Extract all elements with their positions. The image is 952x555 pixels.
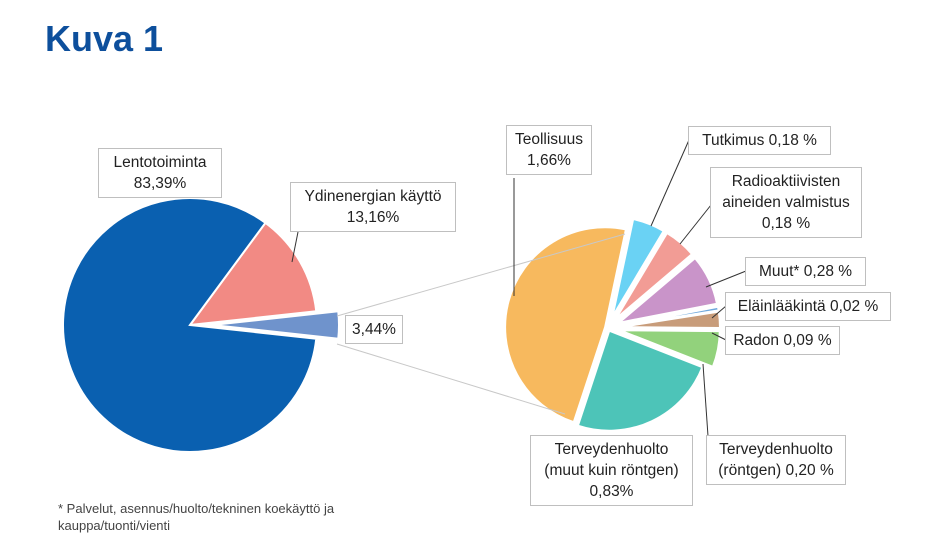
pie-slice: [504, 226, 628, 424]
pie-slice: [187, 221, 318, 327]
data-label: Radioaktiivisten aineiden valmistus 0,18…: [710, 167, 862, 238]
label-value: 0,02 %: [829, 298, 879, 315]
leader-line: [679, 204, 712, 245]
leader-line: [291, 231, 299, 263]
pie-slice: [619, 329, 721, 369]
label-category: Terveydenhuolto (muut kuin röntgen): [544, 441, 679, 479]
label-category: Lentotoiminta: [113, 154, 207, 171]
leader-lines: [291, 139, 747, 437]
pie-slice: [611, 217, 666, 318]
connector-line: [336, 233, 626, 317]
leader-line: [702, 363, 709, 437]
pie-slice: [211, 310, 340, 340]
pie-slice: [619, 305, 720, 327]
data-label: Ydinenergian käyttö 13,16%: [290, 182, 456, 232]
label-value: 1,66%: [527, 152, 571, 169]
data-label: Terveydenhuolto (röntgen) 0,20 %: [706, 435, 846, 485]
label-value: 0,20 %: [785, 462, 834, 479]
pie-slice: [62, 197, 318, 453]
data-label: Eläinlääkintä 0,02 %: [725, 292, 891, 321]
leader-line: [711, 332, 727, 341]
label-value: 3,44%: [352, 321, 396, 338]
label-value: 0,18 %: [761, 215, 811, 232]
leader-line: [711, 305, 727, 319]
label-value: 0,83%: [589, 483, 634, 500]
data-label: 3,44%: [345, 315, 403, 344]
label-category: Radon: [733, 332, 780, 349]
label-value: 0,18 %: [768, 132, 817, 149]
leader-line: [650, 139, 690, 227]
data-label: Terveydenhuolto (muut kuin röntgen) 0,83…: [530, 435, 693, 506]
data-label: Radon 0,09 %: [725, 326, 840, 355]
label-category: Eläinlääkintä: [737, 298, 826, 315]
data-label: Teollisuus 1,66%: [506, 125, 592, 175]
data-label: Muut* 0,28 %: [745, 257, 866, 286]
label-value: 0,28 %: [803, 263, 853, 280]
label-value: 0,09 %: [783, 332, 832, 349]
label-value: 83,39%: [133, 175, 187, 192]
connectors: [336, 233, 626, 415]
label-category: Teollisuus: [514, 131, 584, 148]
pie-slice: [576, 329, 704, 432]
label-category: Muut*: [758, 263, 800, 280]
footnote: * Palvelut, asennus/huolto/tekninen koek…: [58, 501, 335, 533]
connector-line: [336, 343, 566, 415]
leader-line: [705, 270, 747, 288]
pie-slice: [614, 231, 694, 320]
data-label: Tutkimus 0,18 %: [688, 126, 831, 155]
chart-title: Kuva 1: [45, 18, 164, 59]
data-label: Lentotoiminta 83,39%: [98, 148, 222, 198]
label-category: Ydinenergian käyttö: [304, 188, 442, 205]
label-category: Radioaktiivisten aineiden valmistus: [722, 173, 850, 211]
label-category: Terveydenhuolto (röntgen): [718, 441, 833, 479]
label-category: Tutkimus: [702, 132, 765, 149]
pie-slice: [615, 256, 719, 325]
label-value: 13,16%: [346, 209, 400, 226]
